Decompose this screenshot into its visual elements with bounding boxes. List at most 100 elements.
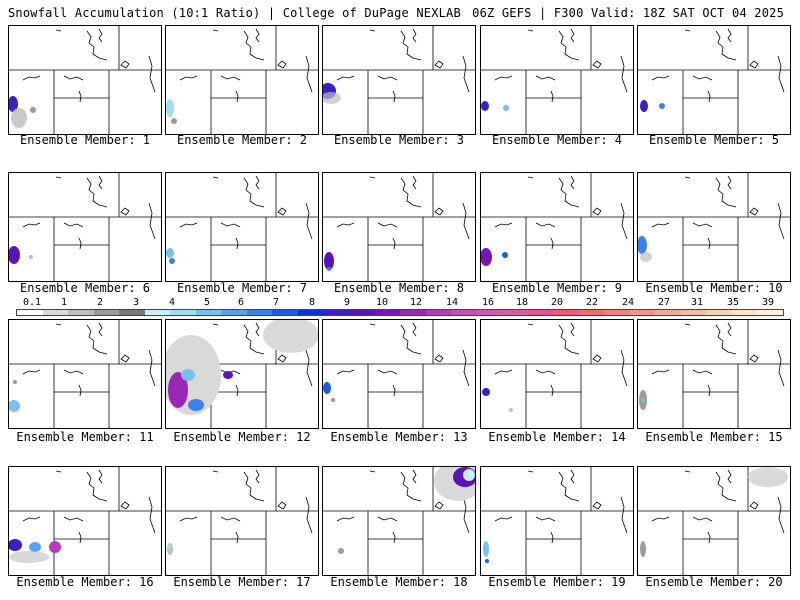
color-scale-segment bbox=[221, 310, 247, 315]
ensemble-map-11 bbox=[8, 319, 162, 429]
color-scale-segment bbox=[731, 310, 758, 315]
snowfall-overlay bbox=[167, 543, 173, 555]
member-label-3: Ensemble Member: 3 bbox=[333, 133, 465, 147]
color-scale-tick-label: 1 bbox=[60, 297, 68, 308]
snowfall-overlay bbox=[481, 248, 508, 266]
color-scale-segment bbox=[348, 310, 375, 315]
snowfall-overlay bbox=[323, 382, 335, 402]
member-label-11: Ensemble Member: 11 bbox=[16, 430, 154, 444]
member-label-10: Ensemble Member: 10 bbox=[645, 281, 783, 295]
member-label-7: Ensemble Member: 7 bbox=[176, 281, 308, 295]
color-scale-segment bbox=[680, 310, 707, 315]
color-scale-segment bbox=[425, 310, 452, 315]
color-scale-segment bbox=[144, 310, 171, 315]
ensemble-map-1 bbox=[8, 25, 162, 135]
ensemble-map-12 bbox=[165, 319, 319, 429]
snowfall-overlay bbox=[9, 246, 33, 264]
ensemble-map-8 bbox=[322, 172, 476, 282]
color-scale-tick-label: 35 bbox=[726, 297, 740, 308]
ensemble-map-4 bbox=[480, 25, 634, 135]
snowfall-overlay bbox=[482, 388, 513, 412]
color-scale-tick-label: 3 bbox=[132, 297, 140, 308]
color-scale-segment bbox=[655, 310, 681, 315]
color-scale-segment bbox=[604, 310, 630, 315]
color-scale-segment bbox=[399, 310, 426, 315]
color-scale-segment bbox=[553, 310, 579, 315]
color-scale-tick-label: 12 bbox=[409, 297, 423, 308]
member-label-14: Ensemble Member: 14 bbox=[488, 430, 626, 444]
ensemble-map-19 bbox=[480, 466, 634, 576]
ensemble-map-7 bbox=[165, 172, 319, 282]
member-label-1: Ensemble Member: 1 bbox=[19, 133, 151, 147]
member-label-5: Ensemble Member: 5 bbox=[648, 133, 780, 147]
color-scale-segment bbox=[246, 310, 273, 315]
ensemble-map-2 bbox=[165, 25, 319, 135]
color-scale-segment bbox=[17, 310, 43, 315]
member-label-4: Ensemble Member: 4 bbox=[491, 133, 623, 147]
color-scale-tick-label: 10 bbox=[375, 297, 389, 308]
color-scale-segment bbox=[502, 310, 528, 315]
color-scale-segment bbox=[629, 310, 656, 315]
color-scale-segment bbox=[195, 310, 222, 315]
snowfall-overlay bbox=[9, 96, 36, 128]
color-scale-tick-label: 7 bbox=[272, 297, 280, 308]
color-scale-tick-label: 14 bbox=[445, 297, 459, 308]
color-scale-tick-label: 5 bbox=[203, 297, 211, 308]
color-scale-tick-label: 20 bbox=[550, 297, 564, 308]
snowfall-color-scale bbox=[16, 309, 784, 316]
snowfall-overlay bbox=[483, 541, 489, 563]
ensemble-map-10 bbox=[637, 172, 791, 282]
snowfall-overlay bbox=[323, 83, 341, 104]
model-run-info: 06Z GEFS | F300 Valid: 18Z SAT OCT 04 20… bbox=[472, 6, 784, 20]
ensemble-map-17 bbox=[165, 466, 319, 576]
ensemble-map-16 bbox=[8, 466, 162, 576]
ensemble-map-15 bbox=[637, 319, 791, 429]
color-scale-tick-label: 27 bbox=[657, 297, 671, 308]
snowfall-overlay bbox=[639, 390, 647, 410]
snowfall-overlay bbox=[481, 101, 509, 111]
ensemble-map-6 bbox=[8, 172, 162, 282]
color-scale-tick-label: 0.1 bbox=[22, 297, 42, 308]
color-scale-tick-label: 6 bbox=[237, 297, 245, 308]
snowfall-overlay bbox=[166, 99, 177, 124]
color-scale-tick-label: 9 bbox=[343, 297, 351, 308]
color-scale-tick-label: 8 bbox=[308, 297, 316, 308]
snowfall-overlay bbox=[638, 236, 652, 262]
snowfall-overlay bbox=[166, 320, 318, 415]
color-scale-tick-label: 31 bbox=[690, 297, 704, 308]
color-scale-segment bbox=[297, 310, 324, 315]
color-scale-segment bbox=[323, 310, 349, 315]
color-scale-segment bbox=[706, 310, 732, 315]
color-scale-tick-label: 39 bbox=[761, 297, 775, 308]
product-title: Snowfall Accumulation (10:1 Ratio) | Col… bbox=[8, 6, 461, 20]
color-scale-tick-label: 24 bbox=[621, 297, 635, 308]
member-label-6: Ensemble Member: 6 bbox=[19, 281, 151, 295]
color-scale-segment bbox=[757, 310, 783, 315]
ensemble-map-5 bbox=[637, 25, 791, 135]
snowfall-overlay bbox=[9, 539, 61, 563]
member-label-9: Ensemble Member: 9 bbox=[491, 281, 623, 295]
snowfall-overlay bbox=[338, 467, 475, 554]
color-scale-segment bbox=[93, 310, 120, 315]
snowfall-overlay bbox=[166, 248, 175, 264]
ensemble-map-13 bbox=[322, 319, 476, 429]
member-label-19: Ensemble Member: 19 bbox=[488, 575, 626, 589]
ensemble-map-3 bbox=[322, 25, 476, 135]
member-label-20: Ensemble Member: 20 bbox=[645, 575, 783, 589]
color-scale-tick-label: 18 bbox=[515, 297, 529, 308]
color-scale-segment bbox=[527, 310, 554, 315]
color-scale-tick-label: 16 bbox=[481, 297, 495, 308]
member-label-2: Ensemble Member: 2 bbox=[176, 133, 308, 147]
color-scale-segment bbox=[451, 310, 477, 315]
color-scale-segment bbox=[119, 310, 145, 315]
color-scale-segment bbox=[272, 310, 298, 315]
member-label-15: Ensemble Member: 15 bbox=[645, 430, 783, 444]
member-label-18: Ensemble Member: 18 bbox=[330, 575, 468, 589]
color-scale-segment bbox=[476, 310, 503, 315]
member-label-12: Ensemble Member: 12 bbox=[173, 430, 311, 444]
color-scale-segment bbox=[170, 310, 196, 315]
snowfall-overlay bbox=[640, 467, 788, 557]
snowfall-overlay bbox=[9, 380, 20, 412]
color-scale-segment bbox=[68, 310, 94, 315]
ensemble-map-18 bbox=[322, 466, 476, 576]
